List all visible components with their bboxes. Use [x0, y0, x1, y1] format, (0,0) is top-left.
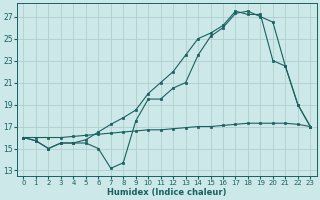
X-axis label: Humidex (Indice chaleur): Humidex (Indice chaleur)	[107, 188, 227, 197]
